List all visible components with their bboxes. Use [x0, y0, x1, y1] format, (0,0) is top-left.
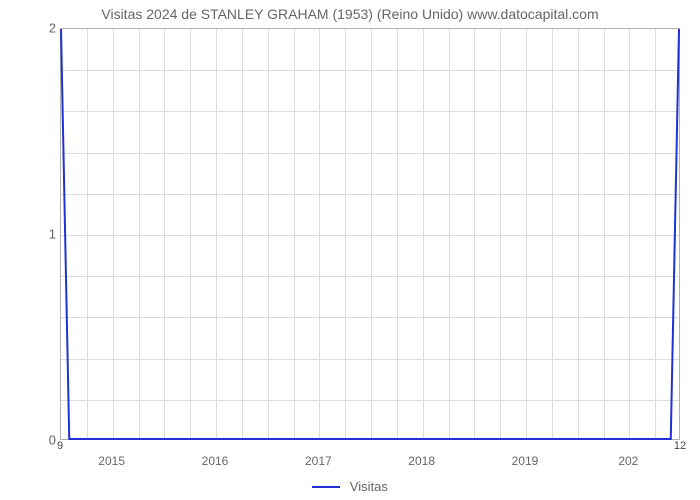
- x-tick-2019: 2019: [512, 454, 539, 468]
- plot-area: [60, 28, 680, 440]
- y-tick-1: 1: [16, 227, 56, 242]
- below-label-left: 9: [57, 440, 63, 452]
- legend-label: Visitas: [350, 479, 388, 494]
- x-tick-2015: 2015: [98, 454, 125, 468]
- y-tick-0: 0: [16, 433, 56, 448]
- y-tick-2: 2: [16, 21, 56, 36]
- x-tick-2017: 2017: [305, 454, 332, 468]
- legend: Visitas: [0, 478, 700, 494]
- legend-swatch-icon: [312, 486, 340, 488]
- x-tick-2020: 202: [618, 454, 638, 468]
- x-tick-2016: 2016: [202, 454, 229, 468]
- below-label-right: 12: [674, 440, 686, 452]
- series-line: [61, 29, 679, 439]
- chart-title: Visitas 2024 de STANLEY GRAHAM (1953) (R…: [0, 6, 700, 22]
- chart-figure: Visitas 2024 de STANLEY GRAHAM (1953) (R…: [0, 0, 700, 500]
- x-tick-2018: 2018: [408, 454, 435, 468]
